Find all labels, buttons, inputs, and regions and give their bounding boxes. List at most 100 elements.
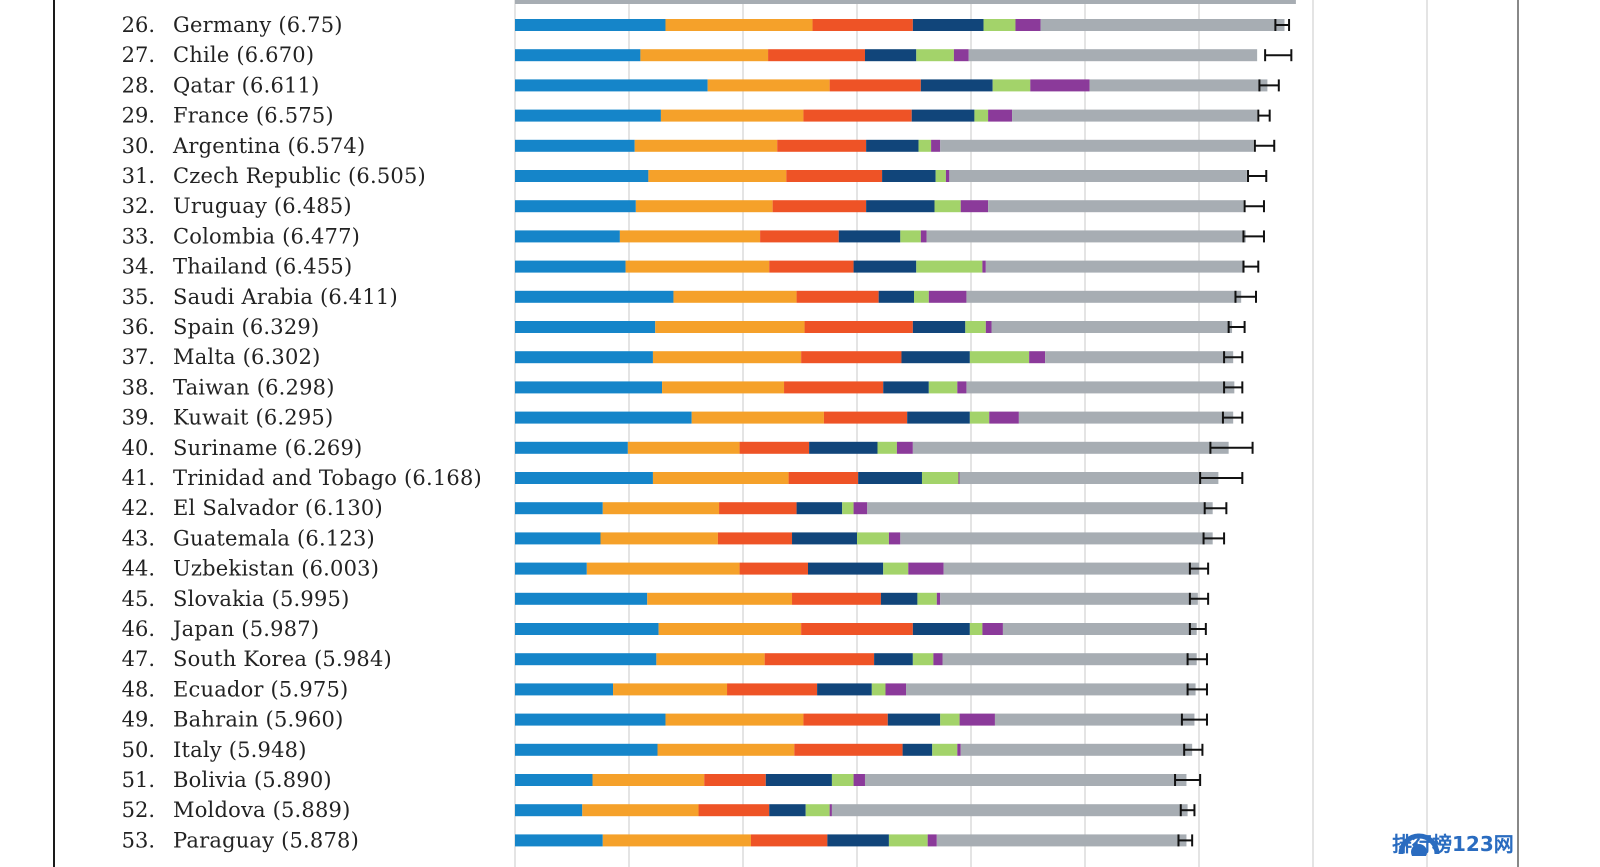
row-rank-label: 52. — [122, 798, 155, 822]
bar-segment — [804, 321, 913, 333]
bar-segment — [515, 743, 658, 756]
bar-segment — [515, 109, 661, 122]
country-label: Slovakia (5.995) — [173, 587, 349, 611]
bar-segment — [966, 290, 1242, 303]
row-rank-label: 42. — [122, 496, 155, 520]
bar-segment — [698, 804, 770, 817]
bar-segment — [1012, 109, 1258, 122]
right-frame-line — [1517, 0, 1519, 867]
bar-segment — [648, 170, 787, 182]
bar-segment — [983, 19, 1016, 31]
bar-segment — [936, 592, 941, 605]
bar-segment — [959, 472, 1219, 484]
bar-segment — [969, 411, 990, 424]
country-label: Czech Republic (6.505) — [173, 164, 426, 188]
country-label: Argentina (6.574) — [172, 134, 365, 158]
country-label: Trinidad and Tobago (6.168) — [173, 466, 482, 490]
bar-segment — [907, 411, 970, 424]
row-rank-label: 36. — [122, 315, 155, 339]
country-label: Malta (6.302) — [173, 345, 320, 369]
row-rank-label: 53. — [122, 828, 155, 852]
country-label: Spain (6.329) — [173, 315, 319, 339]
row-rank-label: 51. — [122, 768, 155, 792]
bar-segment — [662, 381, 785, 394]
bar-segment — [989, 411, 1019, 424]
bar-segment — [880, 592, 918, 605]
country-label: South Korea (5.984) — [173, 647, 392, 671]
bar-segment — [794, 743, 903, 756]
bar-segment — [515, 19, 666, 31]
bar-segment — [515, 200, 636, 213]
bar-segment — [582, 804, 699, 817]
bar-segment — [817, 683, 872, 696]
bar-segment — [586, 562, 740, 575]
bar-segment — [911, 109, 975, 122]
bar-segment — [921, 472, 959, 484]
row-rank-label: 32. — [122, 194, 155, 218]
bar-segment — [829, 804, 832, 817]
country-label: Moldova (5.889) — [173, 798, 351, 822]
bar-segment — [916, 49, 954, 62]
bar-segment — [634, 139, 778, 152]
country-label: Ecuador (5.975) — [173, 677, 348, 701]
bar-segment — [1002, 623, 1197, 635]
bar-segment — [920, 79, 993, 92]
bar-segment — [739, 562, 808, 575]
bar-segment — [883, 562, 909, 575]
bar-segment — [957, 743, 961, 756]
bar-segment — [786, 170, 883, 182]
country-label: Germany (6.75) — [173, 13, 343, 37]
bar-segment — [515, 441, 628, 454]
bar-segment — [768, 49, 865, 62]
bar-segment — [912, 623, 970, 635]
bar-segment — [803, 713, 888, 726]
bar-segment — [918, 139, 932, 152]
bar-segment — [764, 653, 875, 666]
row-rank-label: 26. — [122, 13, 155, 37]
bar-segment — [991, 321, 1233, 333]
bar-segment — [933, 653, 943, 666]
bar-segment — [958, 472, 960, 484]
bar-segment — [857, 532, 889, 545]
row-rank-label: 47. — [122, 647, 155, 671]
bar-segment — [719, 502, 797, 515]
bar-segment — [515, 321, 656, 333]
bar-segment — [515, 139, 635, 152]
bar-segment — [867, 502, 1213, 515]
bar-segment — [655, 321, 805, 333]
bar-segment — [940, 592, 1198, 605]
bar-segment — [657, 743, 795, 756]
bar-segment — [908, 562, 944, 575]
bar-segment — [769, 804, 806, 817]
bar-segment — [940, 713, 960, 726]
bar-segment — [750, 834, 828, 847]
bar-segment — [827, 834, 889, 847]
bar-segment — [943, 562, 1199, 575]
bar-segment — [717, 532, 793, 545]
bar-segment — [805, 804, 830, 817]
country-label: Paraguay (5.878) — [173, 828, 359, 852]
bar-segment — [515, 834, 603, 847]
row-rank-label: 39. — [122, 406, 155, 430]
bar-segment — [831, 774, 854, 786]
row-rank-label: 35. — [122, 285, 155, 309]
bar-segment — [877, 441, 897, 454]
bar-segment — [968, 49, 1258, 62]
country-label: Japan (5.987) — [171, 617, 319, 641]
bar-segment — [866, 200, 935, 213]
bar-segment — [707, 79, 830, 92]
bar-segment — [772, 200, 867, 213]
bar-segment — [878, 290, 914, 303]
bar-segment — [602, 502, 720, 515]
bar-segment — [949, 170, 1247, 182]
bar-segment — [600, 532, 718, 545]
bar-segment — [900, 532, 1213, 545]
row-rank-label: 33. — [122, 224, 155, 248]
row-rank-label: 30. — [122, 134, 155, 158]
bar-segment — [965, 321, 986, 333]
row-rank-label: 43. — [122, 526, 155, 550]
row-rank-label: 45. — [122, 587, 155, 611]
bar-segment — [640, 49, 769, 62]
bar-segment — [1015, 19, 1041, 31]
